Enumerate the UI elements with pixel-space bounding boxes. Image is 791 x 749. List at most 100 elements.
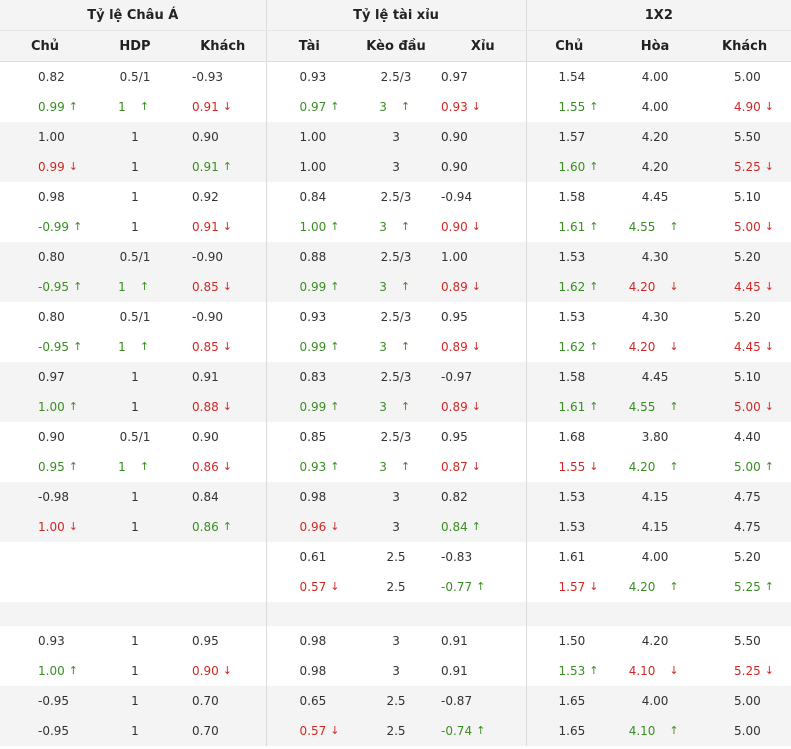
- odds-cell-home: -0.95: [0, 686, 90, 716]
- odds-cell-content: -0.99 ↑: [0, 212, 90, 242]
- odds-value: -0.90: [192, 250, 224, 264]
- odds-cell-under: -0.74 ↑: [440, 716, 527, 746]
- odds-cell-1x2-home: 1.53 ↑: [526, 656, 612, 686]
- odds-value: 1.55: [558, 460, 586, 474]
- odds-cell-content: 0.95: [440, 302, 526, 332]
- odds-cell-content: 3: [352, 656, 440, 686]
- odds-cell-draw: 4.10 ↓: [612, 656, 698, 686]
- odds-cell-1x2-away: 5.10: [698, 362, 791, 392]
- odds-cell-content: 0.84: [180, 482, 266, 512]
- odds-cell-1x2-home: 1.61 ↑: [526, 392, 613, 422]
- odds-value: 0.89: [441, 340, 468, 354]
- odds-cell-content: 1.61: [527, 542, 613, 572]
- odds-cell-draw: 4.45: [612, 182, 698, 212]
- odds-cell-opening-line: 2.5: [352, 542, 440, 572]
- arrow-up-icon: ↑: [669, 460, 679, 473]
- table-row: -0.95 1 0.70 0.65 2.5 -0.87 1.65 4.00 5.00: [0, 686, 791, 716]
- arrow-down-icon: ↓: [222, 460, 232, 473]
- odds-value: 0.85: [299, 430, 327, 444]
- odds-value: 0.95: [38, 460, 65, 474]
- odds-cell-home: -0.95 ↑: [0, 332, 90, 362]
- odds-cell-content: 0.65: [267, 686, 353, 716]
- odds-cell-away: -0.90: [180, 242, 267, 272]
- odds-cell-content: 0.85 ↓: [180, 272, 266, 302]
- odds-value: 0.89: [441, 400, 468, 414]
- arrow-up-icon: ↑: [400, 220, 411, 233]
- odds-cell-draw: 4.20: [612, 626, 698, 656]
- odds-cell-1x2-away: 5.00: [698, 686, 791, 716]
- odds-cell-content: 3 ↑: [352, 272, 440, 302]
- odds-cell-under: 0.87 ↓: [440, 452, 527, 482]
- odds-cell-content: 0.90: [0, 422, 90, 452]
- odds-cell-under: -0.77 ↑: [440, 572, 527, 602]
- odds-value: 5.00: [734, 724, 761, 738]
- odds-cell-content: 0.84: [267, 182, 353, 212]
- odds-value: 0.99: [299, 280, 327, 294]
- odds-cell-content: 1.55 ↑: [527, 92, 613, 122]
- odds-cell-away: 0.85 ↓: [180, 272, 267, 302]
- odds-cell-content: 0.92: [180, 182, 266, 212]
- odds-cell-1x2-away: 4.45 ↓: [698, 272, 791, 302]
- odds-value: 1: [118, 100, 126, 114]
- odds-cell-home: -0.95: [0, 716, 90, 746]
- odds-cell-content: 0.89 ↓: [440, 272, 526, 302]
- odds-cell-content: 3: [352, 482, 440, 512]
- odds-value: 0.95: [441, 310, 468, 324]
- odds-cell-hdp: 1: [90, 362, 180, 392]
- arrow-up-icon: ↑: [330, 400, 340, 413]
- arrow-down-icon: ↓: [330, 580, 340, 593]
- odds-cell-content: 4.20: [612, 152, 698, 182]
- odds-cell-1x2-home: 1.57: [526, 122, 613, 152]
- odds-cell-under: 0.84 ↑: [440, 512, 527, 542]
- odds-cell-over: 0.88: [266, 242, 353, 272]
- odds-cell-content: 4.00: [612, 542, 698, 572]
- table-row: 0.82 0.5/1 -0.93 0.93 2.5/3 0.97 1.54 4.00 5.00: [0, 61, 791, 92]
- odds-cell-over: 0.85: [266, 422, 352, 452]
- odds-value: -0.97: [441, 370, 473, 384]
- odds-cell-content: 0.91: [440, 626, 526, 656]
- odds-cell-content: 3: [352, 512, 440, 542]
- odds-cell-content: 1.00: [267, 152, 353, 182]
- table-row: 0.61 2.5 -0.83 1.61 4.00 5.20: [0, 542, 791, 572]
- group-header-row: Tỷ lệ Châu Á Tỷ lệ tài xỉu 1X2: [0, 0, 791, 31]
- odds-value: 0.99: [299, 340, 327, 354]
- odds-value: 1.00: [38, 130, 65, 144]
- col-header-1x2-away: Khách: [698, 30, 791, 62]
- odds-value: 5.00: [734, 220, 761, 234]
- odds-value: -0.83: [441, 550, 473, 564]
- odds-cell-content: 0.91 ↑: [180, 152, 266, 182]
- odds-cell-hdp: 1: [90, 482, 180, 512]
- odds-value: 3: [392, 520, 400, 534]
- odds-cell-content: 4.10 ↑: [612, 716, 698, 746]
- odds-value: 4.45: [641, 190, 669, 204]
- odds-cell-content: 5.20: [698, 302, 791, 332]
- spacer-cell: [352, 602, 441, 626]
- odds-cell-content: 0.90: [180, 422, 266, 452]
- arrow-down-icon: ↓: [764, 100, 774, 113]
- odds-cell-content: 0.57 ↓: [267, 572, 353, 602]
- odds-cell-content: -0.97: [440, 362, 526, 392]
- odds-value: 0.93: [299, 310, 327, 324]
- column-header-row: Chủ HDP Khách Tài Kèo đầu Xỉu Chủ Hòa Kh…: [0, 30, 791, 62]
- odds-value: 1.61: [558, 400, 586, 414]
- odds-cell-content: 1.62 ↑: [527, 272, 613, 302]
- odds-value: -0.90: [192, 310, 224, 324]
- col-header-home: Chủ: [0, 30, 90, 62]
- arrow-up-icon: ↑: [400, 280, 411, 293]
- odds-cell-content: 3: [352, 122, 440, 152]
- odds-cell-content: 0.85 ↓: [180, 332, 266, 362]
- odds-cell-under: 1.00: [440, 242, 527, 272]
- odds-value: 1: [131, 370, 139, 384]
- odds-cell-over: 0.98: [266, 482, 353, 512]
- odds-cell-content: 0.5/1: [90, 302, 180, 332]
- odds-cell-content: 1: [90, 686, 180, 716]
- odds-cell-1x2-home: 1.62 ↑: [526, 272, 613, 302]
- odds-cell-content: 2.5/3: [352, 62, 440, 92]
- odds-cell-content: 0.91: [440, 656, 526, 686]
- arrow-up-icon: ↑: [73, 340, 83, 353]
- odds-value: -0.74: [441, 724, 473, 738]
- group-over-under: Tỷ lệ tài xỉu: [266, 0, 527, 31]
- odds-value: 4.20: [628, 340, 656, 354]
- odds-cell-content: 2.5/3: [352, 182, 440, 212]
